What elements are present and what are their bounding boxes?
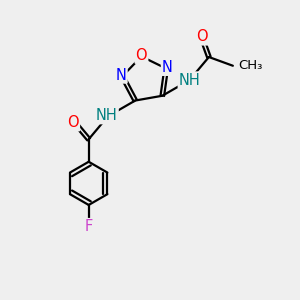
Text: CH₃: CH₃ xyxy=(238,59,262,72)
Text: O: O xyxy=(196,29,208,44)
Text: NH: NH xyxy=(96,108,118,123)
Text: O: O xyxy=(67,115,79,130)
Text: O: O xyxy=(136,48,147,63)
Text: F: F xyxy=(85,219,93,234)
Text: N: N xyxy=(116,68,127,82)
Text: NH: NH xyxy=(179,73,200,88)
Text: N: N xyxy=(162,60,173,75)
